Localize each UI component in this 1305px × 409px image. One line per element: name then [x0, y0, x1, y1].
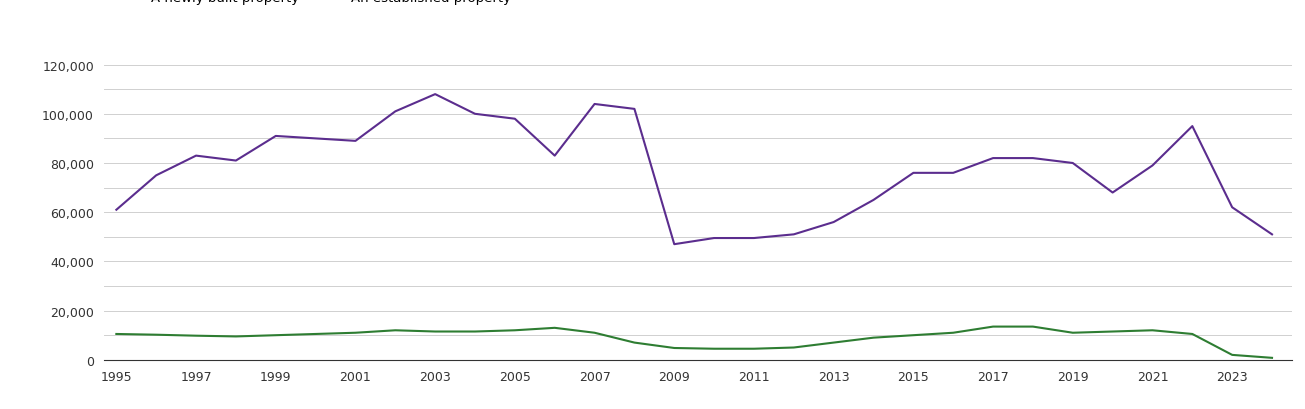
An established property	[706, 236, 722, 241]
A newly built property	[547, 326, 562, 330]
An established property	[626, 107, 642, 112]
An established property	[149, 173, 164, 178]
A newly built property	[347, 330, 363, 335]
An established property	[587, 102, 603, 107]
An established property	[985, 156, 1001, 161]
Legend: A newly built property, An established property: A newly built property, An established p…	[111, 0, 512, 5]
A newly built property	[1144, 328, 1160, 333]
A newly built property	[188, 333, 204, 338]
An established property	[347, 139, 363, 144]
An established property	[1065, 161, 1081, 166]
An established property	[1144, 164, 1160, 169]
A newly built property	[1265, 355, 1280, 360]
An established property	[865, 198, 881, 203]
An established property	[945, 171, 960, 176]
An established property	[1026, 156, 1041, 161]
An established property	[1185, 124, 1201, 129]
An established property	[786, 232, 801, 237]
An established property	[108, 208, 124, 213]
A newly built property	[427, 329, 442, 334]
A newly built property	[1105, 329, 1121, 334]
An established property	[1265, 232, 1280, 237]
An established property	[826, 220, 842, 225]
A newly built property	[1224, 353, 1240, 357]
An established property	[188, 154, 204, 159]
A newly built property	[786, 345, 801, 350]
A newly built property	[746, 346, 762, 351]
An established property	[547, 154, 562, 159]
An established property	[667, 242, 683, 247]
An established property	[308, 137, 324, 142]
An established property	[268, 134, 283, 139]
An established property	[906, 171, 921, 176]
Line: An established property: An established property	[116, 95, 1272, 245]
An established property	[388, 110, 403, 115]
A newly built property	[388, 328, 403, 333]
A newly built property	[985, 324, 1001, 329]
A newly built property	[268, 333, 283, 338]
A newly built property	[706, 346, 722, 351]
An established property	[508, 117, 523, 122]
A newly built property	[508, 328, 523, 333]
A newly built property	[1185, 332, 1201, 337]
A newly built property	[228, 334, 244, 339]
A newly built property	[1065, 330, 1081, 335]
A newly built property	[906, 333, 921, 338]
An established property	[746, 236, 762, 241]
A newly built property	[626, 340, 642, 345]
A newly built property	[308, 332, 324, 337]
A newly built property	[667, 346, 683, 351]
Line: A newly built property: A newly built property	[116, 327, 1272, 358]
An established property	[1224, 205, 1240, 210]
An established property	[467, 112, 483, 117]
A newly built property	[108, 332, 124, 337]
A newly built property	[587, 330, 603, 335]
An established property	[228, 159, 244, 164]
A newly built property	[945, 330, 960, 335]
A newly built property	[467, 329, 483, 334]
A newly built property	[865, 335, 881, 340]
A newly built property	[149, 333, 164, 337]
An established property	[427, 92, 442, 97]
An established property	[1105, 191, 1121, 196]
A newly built property	[1026, 324, 1041, 329]
A newly built property	[826, 340, 842, 345]
